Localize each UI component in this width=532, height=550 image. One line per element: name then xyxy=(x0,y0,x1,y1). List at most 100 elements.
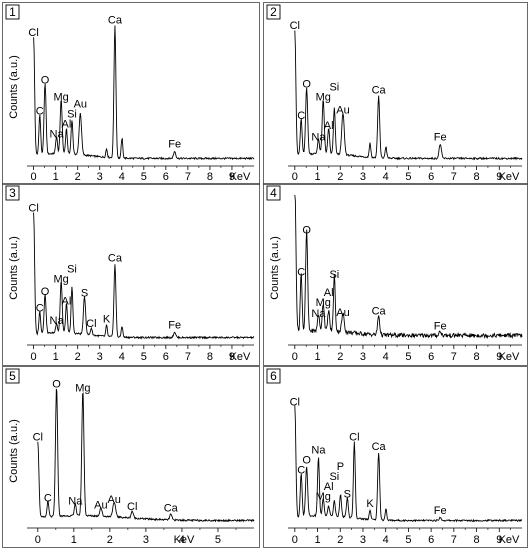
spectrum-line xyxy=(294,405,523,523)
peak-label-mg: Mg xyxy=(54,273,69,285)
peak-label-o: O xyxy=(41,286,50,298)
spectrum-line xyxy=(294,30,523,161)
peak-label-mg: Mg xyxy=(54,91,69,103)
x-tick-label: 2 xyxy=(337,351,343,363)
panel-number: 4 xyxy=(270,186,277,200)
peak-label-ca: Ca xyxy=(372,84,387,96)
peak-label-al: Al xyxy=(324,481,334,493)
peak-label-p: P xyxy=(337,461,344,473)
peak-label-na: Na xyxy=(311,445,326,457)
x-tick-label: 9 xyxy=(496,351,502,363)
peak-label-o: O xyxy=(302,225,311,237)
x-tick-label: 7 xyxy=(185,351,191,363)
peak-label-c: C xyxy=(297,110,305,122)
x-tick-label: 2 xyxy=(337,171,343,183)
x-tick-label: 5 xyxy=(405,534,411,546)
x-tick-label: 3 xyxy=(97,351,103,363)
x-tick-label: 3 xyxy=(143,534,149,546)
peak-label-mg: Mg xyxy=(75,383,90,395)
x-tick-label: 8 xyxy=(474,534,480,546)
peak-label-al: Al xyxy=(62,119,72,131)
x-tick-label: 6 xyxy=(428,351,434,363)
peak-label-ca: Ca xyxy=(164,502,179,514)
x-tick-label: 5 xyxy=(141,171,147,183)
x-tick-label: 0 xyxy=(292,171,298,183)
x-tick-label: 4 xyxy=(383,534,389,546)
peak-label-si: Si xyxy=(329,81,339,93)
panel-number-box xyxy=(266,4,281,20)
peak-label-si: Si xyxy=(67,263,77,275)
panel-border xyxy=(2,183,260,366)
x-axis-unit: KeV xyxy=(230,171,251,183)
x-tick-label: 9 xyxy=(229,171,235,183)
peak-label-fe: Fe xyxy=(434,321,447,333)
peak-label-ca: Ca xyxy=(108,14,123,26)
x-axis-unit: KeV xyxy=(499,171,520,183)
x-tick-label: 6 xyxy=(428,171,434,183)
x-tick-label: 1 xyxy=(314,534,320,546)
y-axis-label: Counts (a.u.) xyxy=(8,236,20,300)
peak-label-cl: Cl xyxy=(28,202,38,214)
x-tick-label: 4 xyxy=(383,171,389,183)
peak-label-al: Al xyxy=(324,120,334,132)
panel-border xyxy=(263,366,528,548)
spectrum-line xyxy=(33,25,255,161)
panel-number: 1 xyxy=(9,5,16,19)
x-tick-label: 1 xyxy=(53,171,59,183)
x-axis-unit: KeV xyxy=(499,534,520,546)
peak-label-au: Au xyxy=(336,104,349,116)
x-tick-label: 8 xyxy=(474,351,480,363)
x-tick-label: 2 xyxy=(75,351,81,363)
peak-label-ca: Ca xyxy=(108,253,123,265)
peak-label-au: Au xyxy=(336,307,349,319)
panel-number-box xyxy=(5,185,20,201)
x-tick-label: 7 xyxy=(185,171,191,183)
panel-border xyxy=(2,2,260,185)
peak-label-c: C xyxy=(44,493,52,505)
peak-label-mg: Mg xyxy=(316,491,331,503)
peak-label-c: C xyxy=(297,266,305,278)
peak-label-cl: Cl xyxy=(86,318,96,330)
spectrum-line xyxy=(37,388,255,523)
peak-label-si: Si xyxy=(329,269,339,281)
peak-label-cl: Cl xyxy=(28,27,38,39)
x-tick-label: 3 xyxy=(360,351,366,363)
x-tick-label: 2 xyxy=(75,171,81,183)
x-tick-label: 7 xyxy=(451,351,457,363)
x-tick-label: 5 xyxy=(405,171,411,183)
panel-number-box xyxy=(266,185,281,201)
peak-label-cl: Cl xyxy=(290,397,300,409)
peak-label-au: Au xyxy=(107,494,120,506)
x-tick-label: 2 xyxy=(107,534,113,546)
y-axis-label: Counts (a.u.) xyxy=(8,55,20,119)
peak-label-na: Na xyxy=(311,131,326,143)
peak-label-c: C xyxy=(297,465,305,477)
panel-number: 5 xyxy=(9,369,16,383)
panel-number: 3 xyxy=(9,186,16,200)
peak-label-au: Au xyxy=(74,99,87,111)
x-tick-label: 8 xyxy=(207,171,213,183)
x-tick-label: 6 xyxy=(163,171,169,183)
x-axis-unit: KeV xyxy=(230,351,251,363)
peak-label-fe: Fe xyxy=(434,505,447,517)
x-tick-label: 8 xyxy=(207,351,213,363)
x-tick-label: 6 xyxy=(163,351,169,363)
x-tick-label: 0 xyxy=(292,351,298,363)
x-axis-unit: KeV xyxy=(174,534,195,546)
panel-number: 6 xyxy=(270,369,277,383)
x-tick-label: 3 xyxy=(97,171,103,183)
panel-border xyxy=(263,183,528,366)
x-tick-label: 2 xyxy=(337,534,343,546)
x-tick-label: 9 xyxy=(496,171,502,183)
x-tick-label: 4 xyxy=(383,351,389,363)
x-tick-label: 3 xyxy=(360,534,366,546)
x-tick-label: 5 xyxy=(141,351,147,363)
peak-label-na: Na xyxy=(68,495,83,507)
peak-label-na: Na xyxy=(311,308,326,320)
x-tick-label: 8 xyxy=(474,171,480,183)
